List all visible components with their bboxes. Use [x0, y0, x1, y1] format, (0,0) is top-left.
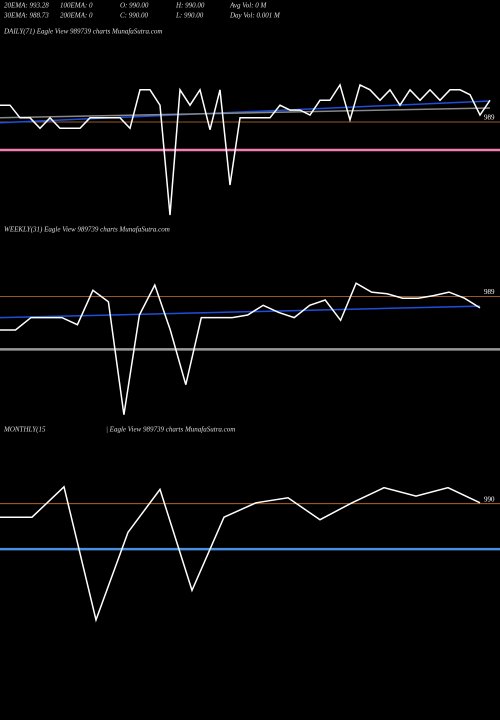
level-label: 989 — [484, 114, 495, 122]
header-stat: O: 990.00 — [120, 2, 149, 10]
trend-line — [0, 305, 481, 319]
trend-line — [0, 100, 491, 124]
price-line — [0, 485, 481, 623]
level-label: 989 — [484, 288, 495, 296]
price-line — [0, 282, 481, 415]
price-line — [0, 83, 491, 216]
header-stat: 100EMA: 0 — [60, 2, 93, 10]
header-stat: Day Vol: 0.001 M — [229, 12, 281, 20]
header-stat: 20EMA: 993.28 — [4, 2, 49, 10]
level-label: 990 — [484, 495, 495, 503]
panel-title: MONTHLY(15 — [3, 426, 46, 434]
header-stat: C: 990.00 — [120, 12, 149, 20]
panel-title: | Eagle View 989739 charts MunafaSutra.c… — [106, 426, 235, 434]
panel-title: WEEKLY(31) Eagle View 989739 charts Muna… — [4, 226, 170, 234]
panel-title: DAILY(71) Eagle View 989739 charts Munaf… — [3, 28, 162, 36]
trend-line — [0, 107, 491, 119]
header-stat: Avg Vol: 0 M — [229, 2, 268, 10]
header-stat: 200EMA: 0 — [60, 12, 93, 20]
header-stat: H: 990.00 — [175, 2, 205, 10]
header-stat: L: 990.00 — [175, 12, 204, 20]
header-stat: 30EMA: 988.73 — [3, 12, 49, 20]
